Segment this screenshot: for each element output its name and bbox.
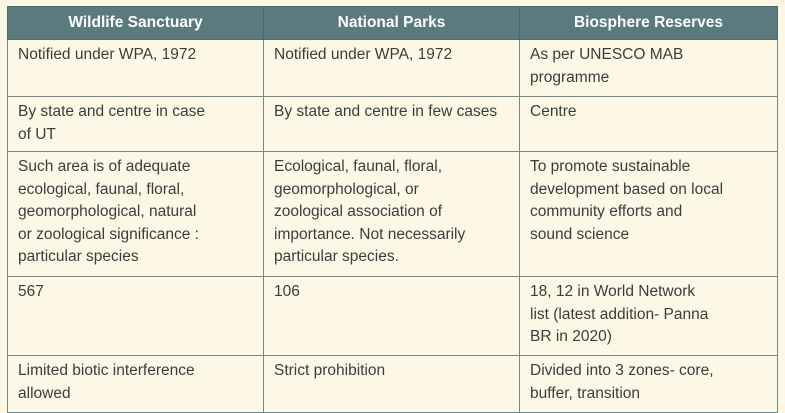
table-cell: By state and centre in case of UT	[7, 96, 264, 152]
table-cell: Centre	[519, 96, 778, 152]
table-cell: Limited biotic interference allowed	[7, 355, 264, 413]
table-row: 567 106 18, 12 in World Network list (la…	[7, 276, 778, 356]
table-cell: Ecological, faunal, floral, geomorpholog…	[263, 151, 520, 277]
table-cell: To promote sustainable development based…	[519, 151, 778, 277]
cell-text: Limited biotic interference allowed	[18, 362, 195, 402]
table-cell: Strict prohibition	[263, 355, 520, 413]
table-cell: 567	[7, 276, 264, 356]
cell-text: 106	[274, 283, 300, 300]
header-biosphere-reserves: Biosphere Reserves	[519, 6, 778, 40]
header-national-parks: National Parks	[263, 6, 520, 40]
table-cell: 18, 12 in World Network list (latest add…	[519, 276, 778, 356]
comparison-table: Wildlife Sanctuary National Parks Biosph…	[7, 6, 778, 413]
cell-text: Notified under WPA, 1972	[18, 46, 197, 63]
table-row: Such area is of adequate ecological, fau…	[7, 151, 778, 277]
cell-text: 567	[18, 283, 44, 300]
table-cell: Notified under WPA, 1972	[263, 39, 520, 97]
table-cell: By state and centre in few cases	[263, 96, 520, 152]
table-cell: 106	[263, 276, 520, 356]
table-row: By state and centre in case of UT By sta…	[7, 96, 778, 152]
cell-text: Divided into 3 zones- core, buffer, tran…	[530, 362, 714, 402]
cell-text: To promote sustainable development based…	[530, 158, 724, 243]
cell-text: By state and centre in few cases	[274, 103, 498, 120]
table-row: Notified under WPA, 1972 Notified under …	[7, 39, 778, 97]
header-wildlife-sanctuary: Wildlife Sanctuary	[7, 6, 264, 40]
cell-text: By state and centre in case of UT	[18, 103, 205, 143]
cell-text: Strict prohibition	[274, 362, 386, 379]
cell-text: Centre	[530, 103, 577, 120]
table-cell: Notified under WPA, 1972	[7, 39, 264, 97]
table-cell: Such area is of adequate ecological, fau…	[7, 151, 264, 277]
cell-text: Such area is of adequate ecological, fau…	[18, 158, 199, 266]
table-cell: Divided into 3 zones- core, buffer, tran…	[519, 355, 778, 413]
cell-text: Notified under WPA, 1972	[274, 46, 453, 63]
table-row: Limited biotic interference allowed Stri…	[7, 355, 778, 413]
table-cell: As per UNESCO MAB programme	[519, 39, 778, 97]
cell-text: Ecological, faunal, floral, geomorpholog…	[274, 158, 466, 266]
cell-text: 18, 12 in World Network list (latest add…	[530, 283, 709, 346]
cell-text: As per UNESCO MAB programme	[530, 46, 684, 86]
table-header-row: Wildlife Sanctuary National Parks Biosph…	[7, 6, 778, 40]
